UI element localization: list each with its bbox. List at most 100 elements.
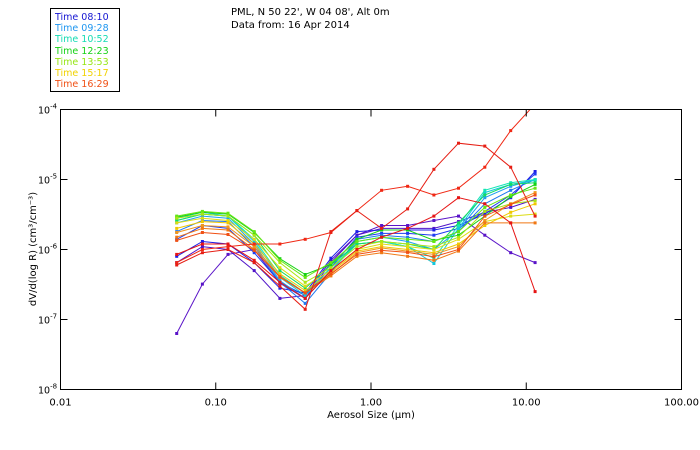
data-point <box>200 216 204 220</box>
data-point <box>533 202 537 206</box>
data-point <box>200 212 204 216</box>
x-tick-label: 10.00 <box>512 398 541 409</box>
data-point <box>406 237 410 241</box>
data-point <box>226 245 230 249</box>
data-point <box>175 231 179 234</box>
data-point <box>303 286 307 290</box>
data-point <box>303 289 307 292</box>
data-point <box>483 188 487 192</box>
data-point <box>226 221 230 225</box>
data-point <box>533 199 537 203</box>
data-point <box>175 332 179 335</box>
data-point <box>252 242 256 246</box>
data-point <box>329 230 333 234</box>
y-tick-label: 10-5 <box>38 173 57 187</box>
data-point <box>175 263 179 267</box>
series-08:10c <box>175 170 537 295</box>
data-point <box>483 144 487 148</box>
data-point <box>533 170 537 173</box>
data-point <box>329 266 333 270</box>
data-point <box>509 203 513 206</box>
data-point <box>533 290 537 294</box>
data-point <box>226 248 230 251</box>
data-point <box>278 296 282 300</box>
data-point <box>483 193 487 197</box>
data-point <box>533 181 537 185</box>
data-point <box>483 219 487 222</box>
data-point <box>457 249 460 253</box>
legend-item: Time 16:29 <box>55 79 109 91</box>
data-point <box>432 245 436 249</box>
x-tick-label: 100.00 <box>664 398 699 409</box>
data-point <box>252 248 256 252</box>
data-point <box>457 226 460 230</box>
data-point <box>432 258 436 262</box>
data-point <box>483 212 487 216</box>
data-point <box>534 103 537 106</box>
data-point <box>432 252 436 256</box>
data-point <box>533 193 537 197</box>
data-point <box>432 214 436 218</box>
data-point <box>355 248 359 251</box>
data-point <box>355 251 359 255</box>
legend-item: Time 08:10 <box>55 12 109 23</box>
data-point <box>303 237 307 241</box>
axis-layer: 0.01 0.10 1.00 10.00 100.00 10-4 10-5 10-6 10-7 1… <box>38 103 699 409</box>
data-point <box>483 165 487 169</box>
data-point <box>303 296 307 300</box>
data-point <box>406 184 410 188</box>
data-point <box>355 249 359 253</box>
data-point <box>509 165 513 169</box>
data-point <box>278 279 282 283</box>
data-point <box>278 258 282 262</box>
data-point <box>226 216 230 220</box>
data-point <box>355 254 359 258</box>
data-point <box>200 214 204 218</box>
data-point <box>457 248 460 251</box>
data-point <box>457 242 460 246</box>
data-point <box>355 237 359 241</box>
location-text: PML, N 50 22', W 04 08', Alt 0m <box>231 7 390 18</box>
data-point <box>303 273 307 276</box>
data-point <box>226 233 230 236</box>
data-point <box>252 233 256 237</box>
data-point <box>457 214 460 218</box>
data-point <box>226 228 230 232</box>
data-point <box>226 252 230 256</box>
data-point <box>200 224 204 227</box>
data-point <box>380 231 384 235</box>
data-point <box>175 238 179 242</box>
data-point <box>533 182 537 186</box>
data-point <box>278 242 282 246</box>
data-point <box>278 275 282 279</box>
series-line <box>176 222 536 294</box>
data-point <box>329 263 333 266</box>
data-point <box>457 235 460 239</box>
data-point <box>200 220 204 224</box>
data-point <box>483 233 487 237</box>
x-tick-label: 1.00 <box>360 398 382 409</box>
data-point <box>380 235 384 239</box>
data-point <box>457 196 460 200</box>
data-point <box>457 233 460 237</box>
data-point <box>509 251 513 255</box>
data-point <box>175 254 179 258</box>
data-point <box>406 224 410 227</box>
x-tick-label: 0.10 <box>205 398 227 409</box>
data-point <box>483 205 487 209</box>
data-point <box>380 228 384 232</box>
data-point <box>509 210 513 214</box>
data-point <box>432 228 436 232</box>
data-point <box>175 214 179 218</box>
series-16:29 <box>175 193 537 295</box>
legend-item: Time 12:23 <box>55 45 109 57</box>
legend-item: Time 10:52 <box>55 34 109 46</box>
date-text: Data from: 16 Apr 2014 <box>231 20 350 31</box>
data-point <box>355 252 359 256</box>
data-point <box>533 212 537 216</box>
y-tick-label: 10-8 <box>38 383 57 397</box>
data-point <box>483 209 487 213</box>
chart-header: PML, N 50 22', W 04 08', Alt 0m Data fro… <box>231 6 390 32</box>
data-point <box>509 214 513 218</box>
